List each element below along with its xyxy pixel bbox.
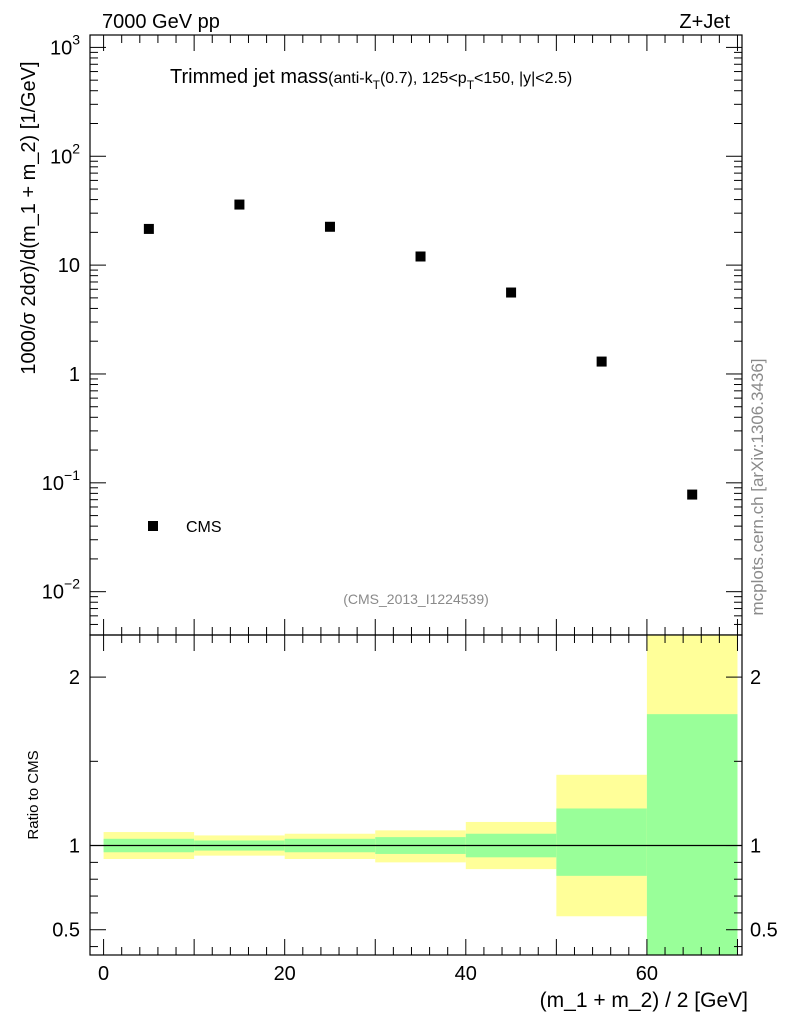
inner-band [646, 714, 738, 955]
side-label: mcplots.cern.ch [arXiv:1306.3436] [748, 358, 767, 615]
ratio-uncertainty-bands [103, 635, 738, 955]
ratio-y-tick-label-left: 0.5 [52, 920, 80, 942]
data-point [143, 223, 154, 234]
ratio-y-tick-label-right: 0.5 [750, 920, 778, 942]
ratio-y-tick-label-left: 1 [69, 836, 80, 858]
inner-band [556, 808, 647, 876]
y-tick-label: 10 [58, 255, 80, 277]
x-tick-label: 40 [455, 963, 477, 985]
main-plot-panel: 10−2 10−1 1 10 102 103 1000/σ 2dσ)/d(m_1 + m_… [18, 31, 743, 636]
x-axis-label: (m_1 + m_2) / 2 [GeV] [540, 989, 748, 1012]
cms-data-points [143, 199, 698, 500]
ratio-y-tick-label-right: 2 [750, 667, 761, 689]
ratio-y-axis-label: Ratio to CMS [25, 750, 42, 839]
plot-title-detail: (anti-kT(0.7), 125<pT<150, |y|<2.5) [328, 70, 572, 92]
ratio-plot-frame [89, 634, 743, 956]
data-point [687, 489, 698, 500]
y-tick-label: 10−1 [42, 467, 80, 495]
ratio-plot-panel: 0 20 40 60 0.5 0.5 1 1 2 2 Ratio to CMS (m_1 + m_… [25, 634, 778, 1012]
y-tick-label: 10−2 [42, 576, 80, 604]
ratio-y-tick-label-right: 1 [750, 836, 761, 858]
plot-title-main: Trimmed jet mass [170, 66, 328, 88]
y-tick-label: 103 [50, 31, 80, 59]
legend-marker-cms [148, 521, 158, 531]
legend-label-cms: CMS [186, 519, 222, 536]
x-tick-label: 60 [636, 963, 658, 985]
data-point [506, 287, 517, 298]
y-tick-label: 1 [69, 364, 80, 386]
ratio-axes: 0 20 40 60 0.5 0.5 1 1 2 2 [52, 635, 778, 985]
ratio-y-tick-label-left: 2 [69, 667, 80, 689]
y-tick-label: 102 [50, 140, 80, 168]
data-point [234, 199, 245, 210]
data-point [415, 251, 426, 262]
x-tick-label: 0 [98, 963, 109, 985]
plot-title: Trimmed jet mass(anti-kT(0.7), 125<pT<15… [170, 66, 572, 92]
data-point [596, 356, 607, 367]
main-y-axis-label: 1000/σ 2dσ)/d(m_1 + m_2) [1/GeV] [18, 61, 40, 374]
main-plot-frame [89, 34, 743, 636]
analysis-watermark: (CMS_2013_I1224539) [343, 591, 489, 607]
data-point [324, 221, 335, 232]
energy-label: 7000 GeV pp [102, 11, 220, 33]
process-label: Z+Jet [679, 11, 730, 33]
x-tick-label: 20 [274, 963, 296, 985]
main-y-axis: 10−2 10−1 1 10 102 103 [42, 31, 742, 636]
